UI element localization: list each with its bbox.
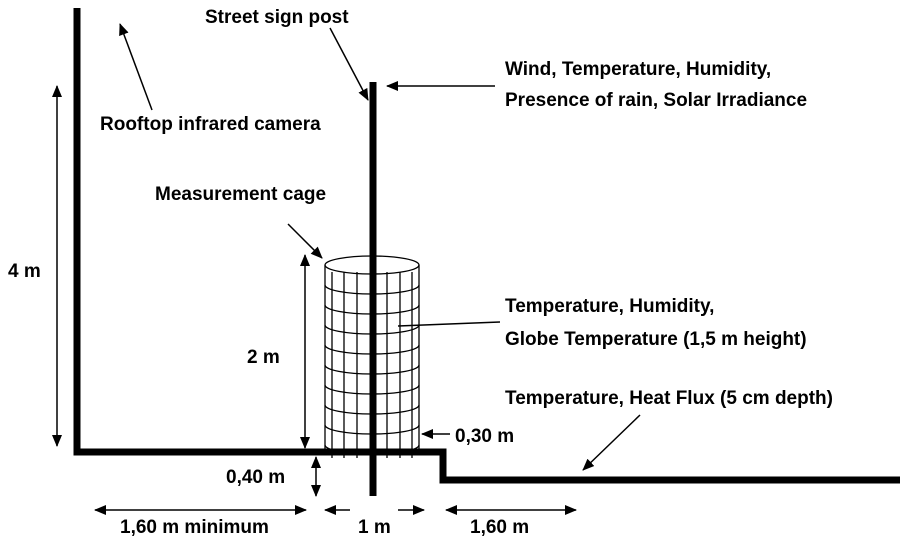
- cage: [324, 255, 420, 458]
- label: Measurement cage: [155, 184, 326, 205]
- label: Temperature, Heat Flux (5 cm depth): [505, 388, 833, 409]
- label: Rooftop infrared camera: [100, 114, 321, 135]
- dimension: 0,40 m: [226, 467, 285, 488]
- label: Globe Temperature (1,5 m height): [505, 329, 807, 350]
- dimension: 1,60 m: [470, 517, 529, 538]
- dimension: 0,30 m: [455, 426, 514, 447]
- dimension: 4 m: [8, 261, 41, 282]
- structure: [73, 8, 900, 496]
- dimension: 1,60 m minimum: [120, 517, 269, 538]
- wall-and-ground: [73, 8, 900, 484]
- dimension: 2 m: [247, 347, 280, 368]
- label: Presence of rain, Solar Irradiance: [505, 90, 807, 111]
- label: Street sign post: [205, 7, 349, 28]
- label: Temperature, Humidity,: [505, 296, 714, 317]
- dimension: 1 m: [358, 517, 391, 538]
- label: Wind, Temperature, Humidity,: [505, 59, 771, 80]
- arrows: [52, 23, 641, 515]
